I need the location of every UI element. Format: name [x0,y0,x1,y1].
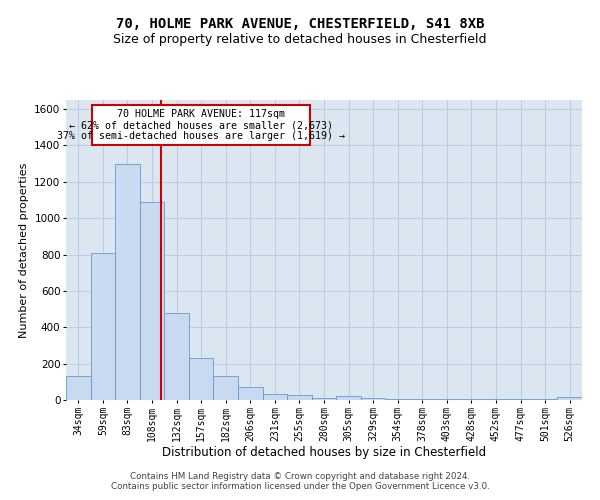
Bar [263,394,287,400]
Text: Size of property relative to detached houses in Chesterfield: Size of property relative to detached ho… [113,32,487,46]
Bar [66,376,91,400]
Bar [312,398,336,400]
Bar [214,376,238,400]
Text: 70, HOLME PARK AVENUE, CHESTERFIELD, S41 8XB: 70, HOLME PARK AVENUE, CHESTERFIELD, S41… [116,18,484,32]
Bar [533,399,557,400]
Text: Contains HM Land Registry data © Crown copyright and database right 2024.: Contains HM Land Registry data © Crown c… [130,472,470,481]
Bar [410,399,434,400]
Bar [508,399,533,400]
FancyBboxPatch shape [92,104,310,146]
Text: Contains public sector information licensed under the Open Government Licence v3: Contains public sector information licen… [110,482,490,491]
Bar [140,202,164,400]
Bar [557,398,582,400]
Bar [287,396,312,400]
Text: 70 HOLME PARK AVENUE: 117sqm: 70 HOLME PARK AVENUE: 117sqm [117,109,285,118]
X-axis label: Distribution of detached houses by size in Chesterfield: Distribution of detached houses by size … [162,446,486,460]
Bar [91,252,115,400]
Bar [238,388,263,400]
Text: ← 62% of detached houses are smaller (2,673): ← 62% of detached houses are smaller (2,… [69,120,333,130]
Bar [189,358,214,400]
Bar [385,399,410,400]
Bar [484,399,508,400]
Text: 37% of semi-detached houses are larger (1,619) →: 37% of semi-detached houses are larger (… [57,131,345,141]
Y-axis label: Number of detached properties: Number of detached properties [19,162,29,338]
Bar [336,396,361,400]
Bar [164,312,189,400]
Bar [115,164,140,400]
Bar [361,398,385,400]
Bar [459,399,484,400]
Bar [434,399,459,400]
